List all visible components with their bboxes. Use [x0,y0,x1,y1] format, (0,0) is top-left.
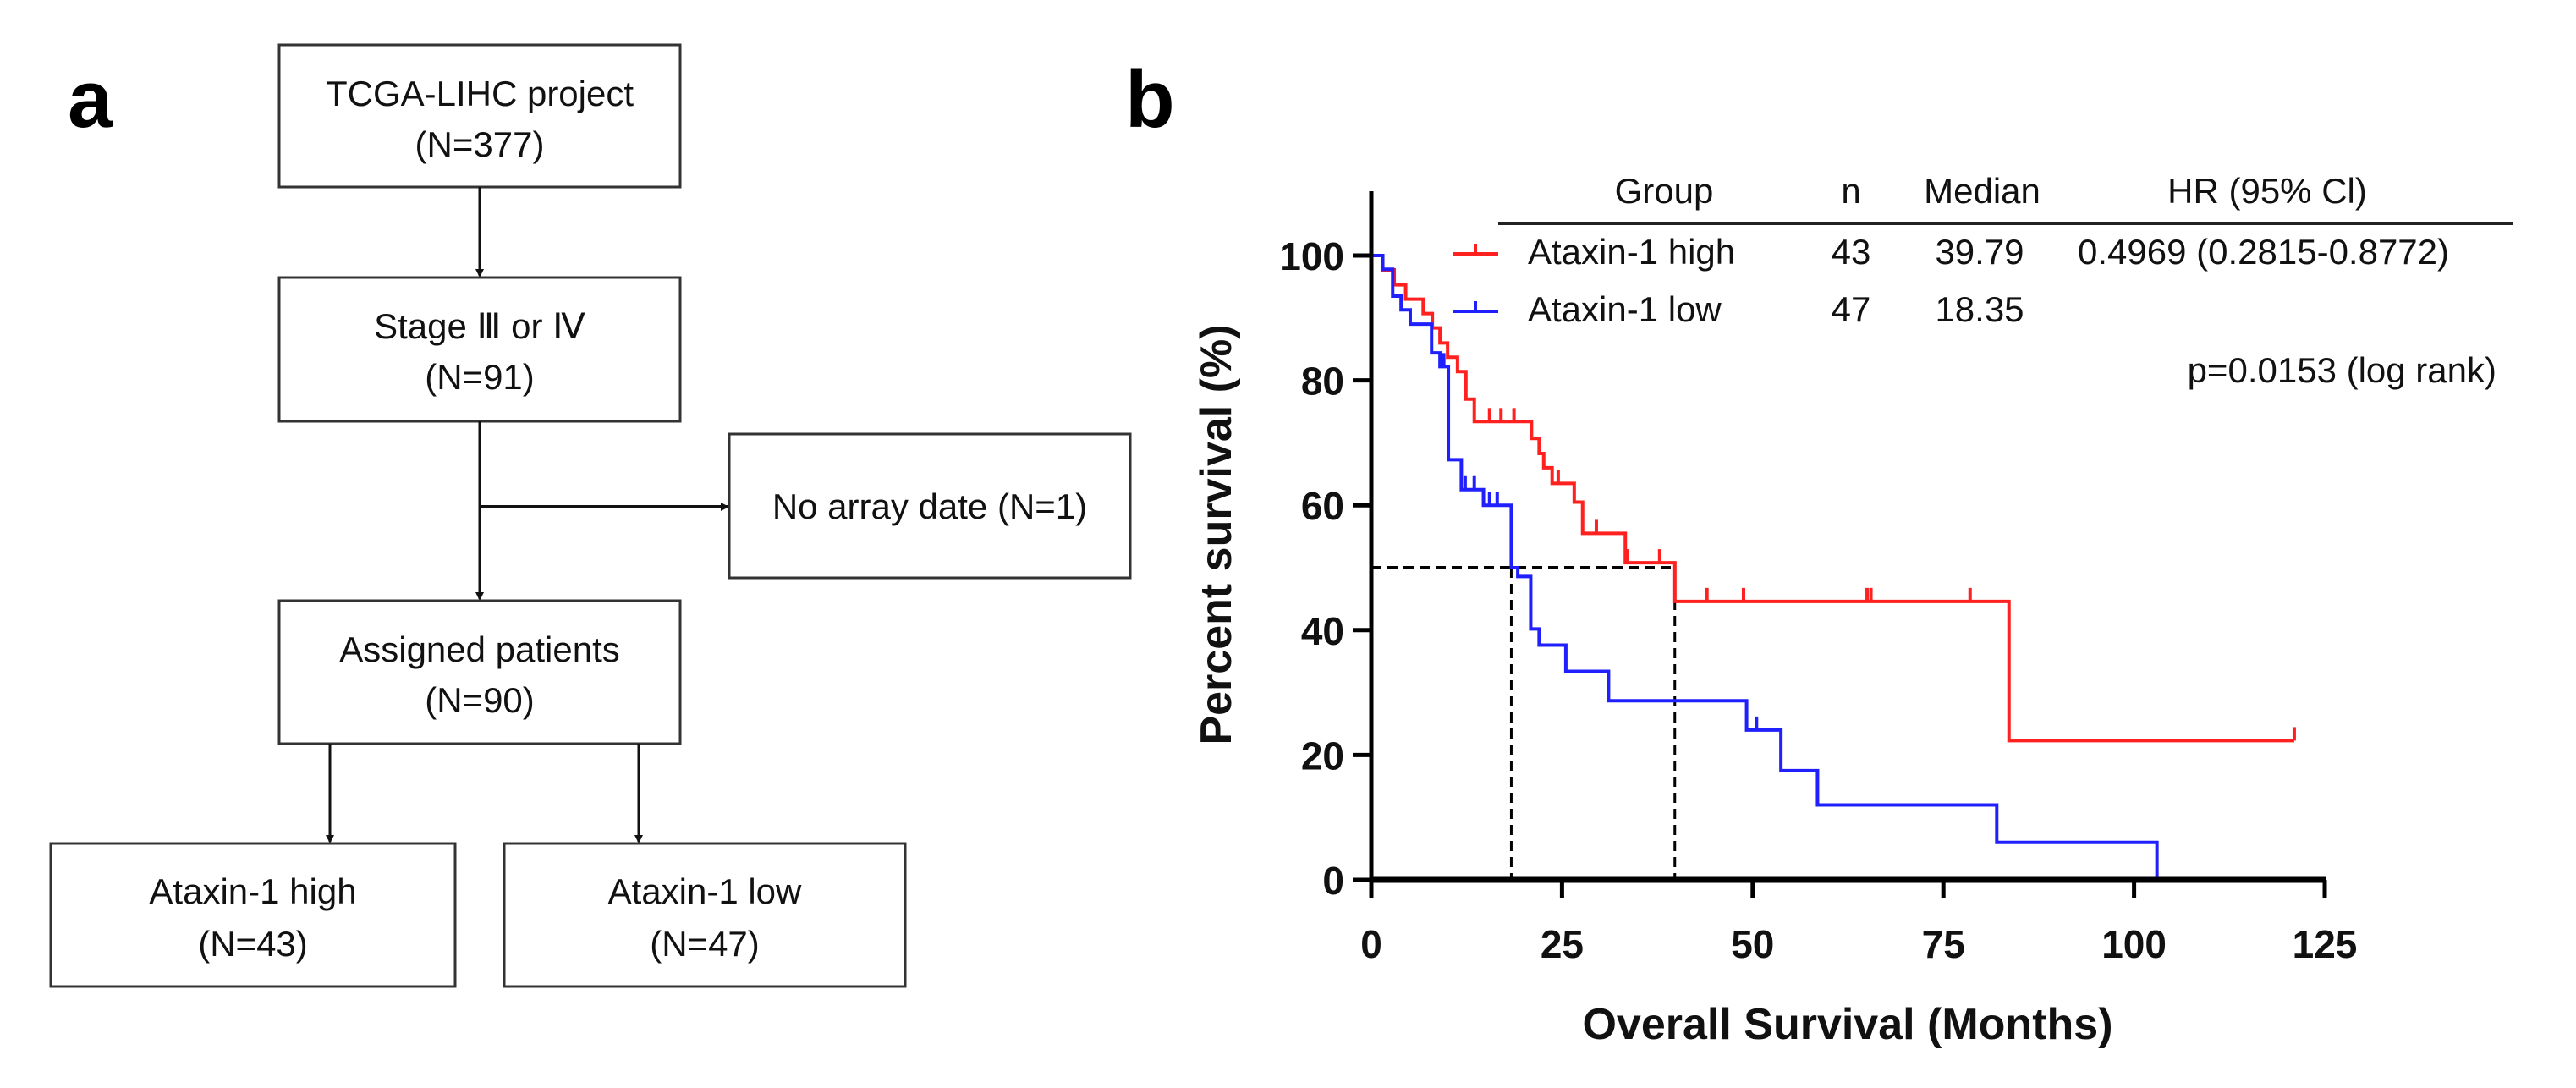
box-tcga-project: TCGA-LIHC project (N=377) [277,43,682,189]
box-stage-line2: (N=91) [425,357,535,397]
box-high-line1: Ataxin-1 high [149,871,356,911]
row-high-hr: 0.4969 (0.2815-0.8772) [2078,232,2449,272]
header-group: Group [1615,171,1714,211]
box-ataxin-high: Ataxin-1 high (N=43) [49,842,457,988]
panel-label-b: b [1125,54,1175,145]
y-axis-title: Percent survival (%) [1192,324,1241,745]
y-tick-label: 60 [1301,484,1344,528]
box-assigned: Assigned patients (N=90) [277,599,682,745]
x-tick-label: 125 [2293,922,2358,966]
box-no-array-text: No array date (N=1) [772,486,1087,526]
box-assigned-line1: Assigned patients [339,629,620,669]
y-tick-label: 20 [1301,734,1344,778]
box-assigned-line2: (N=90) [425,680,535,720]
survival-curve-ataxin-1-high [1371,254,2294,743]
box-low-line1: Ataxin-1 low [608,871,802,911]
legend-row-high: Ataxin-1 high 43 39.79 0.4969 (0.2815-0.… [1453,232,2449,272]
box-high-line2: (N=43) [198,924,308,964]
header-hr: HR (95% Cl) [2167,171,2367,211]
y-tick-label: 80 [1301,360,1344,404]
p-value: p=0.0153 (log rank) [2188,350,2496,390]
header-n: n [1841,171,1860,211]
x-tick-label: 0 [1360,922,1382,966]
row-low-median: 18.35 [1935,289,2024,329]
box-no-array: No array date (N=1) [728,432,1132,580]
row-high-group: Ataxin-1 high [1528,232,1735,272]
flowchart-panel: a TCGA-LIHC project (N=377) Stage Ⅲ or Ⅳ… [49,43,1132,988]
y-tick-label: 0 [1322,859,1344,903]
y-tick-label: 40 [1301,609,1344,653]
legend-table: Group n Median HR (95% Cl) Ataxin-1 high… [1453,171,2513,390]
row-high-n: 43 [1832,232,1871,272]
x-tick-label: 50 [1731,922,1774,966]
box-tcga-line2: (N=377) [415,124,545,164]
row-low-group: Ataxin-1 low [1528,289,1722,329]
legend-row-low: Ataxin-1 low 47 18.35 [1453,289,2024,329]
axis-ticks: 0 25 50 75 100 125 0 20 40 60 80 100 [1279,234,2357,966]
row-low-n: 47 [1832,289,1871,329]
box-ataxin-low: Ataxin-1 low (N=47) [503,842,907,988]
x-tick-label: 100 [2101,922,2167,966]
box-tcga-line1: TCGA-LIHC project [326,74,634,113]
panel-label-a: a [68,54,113,145]
box-stage-line1: Stage Ⅲ or Ⅳ [374,306,585,346]
header-median: Median [1924,171,2040,211]
plot-area [1371,254,2296,880]
x-tick-label: 75 [1922,922,1965,966]
box-low-line2: (N=47) [650,924,760,964]
row-high-median: 39.79 [1935,232,2024,272]
y-tick-label: 100 [1279,234,1344,278]
x-axis-title: Overall Survival (Months) [1582,1000,2112,1049]
x-tick-label: 25 [1541,922,1584,966]
survival-curve-ataxin-1-low [1371,254,2159,880]
survival-chart-panel: b 0 25 50 75 100 125 0 20 40 60 80 100 Percent surv… [1125,54,2513,1049]
box-stage: Stage Ⅲ or Ⅳ (N=91) [277,276,682,423]
